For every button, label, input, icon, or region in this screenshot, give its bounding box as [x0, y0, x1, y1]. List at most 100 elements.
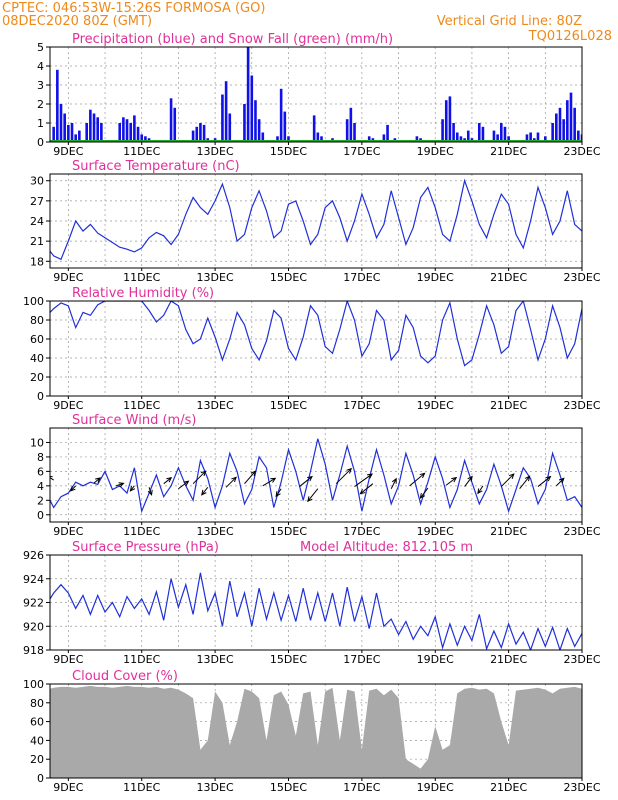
precip-bar	[386, 124, 389, 142]
humidity-title: Relative Humidity (%)	[72, 286, 214, 301]
cloud-title: Cloud Cover (%)	[72, 669, 178, 684]
precip-xtick-label: 17DEC	[343, 145, 380, 158]
wind-arrow-head	[477, 488, 483, 495]
pressure-panel: 918 920 922 924 926 9DEC 11DEC 13DEC 15DEC 17DEC 1…	[23, 540, 601, 666]
humidity-xtick-label: 9DEC	[53, 399, 83, 412]
wind-arrow-head	[391, 477, 397, 484]
precip-bar	[459, 136, 463, 142]
temperature-xtick-label: 21DEC	[490, 271, 527, 284]
wind-arrow	[537, 476, 551, 487]
precip-bar	[133, 115, 136, 142]
wind-xtick-label: 15DEC	[270, 525, 307, 538]
wind-arrow	[500, 473, 515, 487]
temperature-xtick-label: 23DEC	[563, 271, 600, 284]
wind-arrow-head	[275, 491, 281, 498]
precip-bar	[562, 119, 565, 142]
wind-arrow-head	[95, 477, 101, 483]
cloud-ytick-label: 60	[30, 716, 44, 729]
precip-bar	[455, 132, 459, 142]
precip-bar	[573, 107, 576, 142]
precip-bar	[224, 81, 228, 142]
humidity-ytick-label: 20	[30, 371, 44, 384]
precip-xtick-label: 13DEC	[197, 145, 234, 158]
cloud-xtick-label: 21DEC	[490, 781, 527, 794]
wind-arrow-head	[451, 476, 458, 483]
wind-arrow-head	[200, 470, 207, 477]
precip-bar	[92, 113, 96, 142]
precip-ytick-label: 2	[37, 98, 44, 111]
precip-bar	[56, 69, 59, 142]
precip-bar	[122, 117, 125, 142]
precip-bar	[191, 130, 195, 142]
temperature-xtick-label: 9DEC	[53, 271, 83, 284]
precip-bar	[74, 134, 77, 142]
precip-xtick-label: 19DEC	[417, 145, 454, 158]
temperature-line	[50, 178, 582, 261]
wind-arrow	[192, 470, 206, 485]
precip-bar	[169, 98, 173, 142]
cloud-xtick-label: 19DEC	[417, 781, 454, 794]
wind-arrow-head	[524, 475, 531, 482]
precip-bar	[566, 100, 569, 142]
humidity-frame	[49, 300, 583, 397]
precip-bar	[250, 75, 254, 142]
wind-arrow-head	[250, 470, 257, 477]
precip-bar	[173, 107, 177, 142]
humidity-ytick-label: 60	[30, 333, 44, 346]
precip-bar	[349, 107, 353, 142]
wind-ytick-label: 6	[37, 465, 44, 478]
precip-ytick-label: 4	[37, 60, 44, 73]
cloud-xtick-label: 9DEC	[53, 781, 83, 794]
precip-bar	[415, 136, 419, 142]
precip-bar	[499, 123, 503, 142]
precip-bar	[228, 113, 232, 142]
precip-bar	[544, 136, 547, 142]
precip-bar	[503, 126, 507, 142]
cloud-ytick-label: 80	[30, 697, 44, 710]
wind-arrow-head	[419, 472, 426, 479]
precip-xtick-label: 21DEC	[490, 145, 527, 158]
pressure-xtick-label: 21DEC	[490, 653, 527, 666]
cloud-ytick-label: 100	[23, 678, 44, 691]
humidity-xtick-label: 19DEC	[417, 399, 454, 412]
wind-arrow-head	[307, 475, 313, 482]
wind-ytick-label: 10	[30, 436, 44, 449]
wind-arrow	[445, 477, 457, 486]
precip-bar	[496, 134, 499, 142]
precip-bar	[558, 107, 562, 142]
precip-bar	[129, 123, 133, 142]
wind-arrow	[464, 476, 473, 487]
temperature-xtick-label: 13DEC	[197, 271, 234, 284]
temperature-title: Surface Temperature (nC)	[72, 159, 240, 174]
pressure-ytick-label: 924	[23, 573, 44, 586]
wind-arrow	[555, 477, 565, 487]
wind-arrow-head	[147, 489, 153, 496]
wind-arrow-head	[129, 485, 136, 492]
wind-arrow-head	[467, 475, 473, 482]
precip-bar	[63, 113, 66, 142]
precip-bar	[52, 126, 55, 142]
temperature-ytick-label: 30	[30, 175, 44, 188]
cloud-xtick-label: 17DEC	[343, 781, 380, 794]
header-run-time: 08DEC2020 80Z (GMT)	[2, 14, 152, 29]
pressure-title: Surface Pressure (hPa)	[72, 540, 219, 555]
precip-bar	[382, 134, 386, 142]
pressure-ytick-label: 922	[23, 597, 44, 610]
precip-bar	[221, 94, 224, 142]
wind-arrow	[390, 478, 397, 489]
wind-ytick-label: 0	[37, 509, 44, 522]
precip-bar	[481, 126, 485, 142]
precip-bar	[254, 100, 257, 142]
precip-bar	[320, 136, 323, 142]
precip-title: Precipitation (blue) and Snow Fall (gree…	[72, 32, 393, 47]
precip-bar	[202, 124, 206, 142]
temperature-xtick-label: 15DEC	[270, 271, 307, 284]
cloud-xtick-label: 13DEC	[197, 781, 234, 794]
precip-bar	[283, 111, 287, 142]
precip-bar	[452, 123, 455, 142]
precip-bar	[279, 88, 283, 142]
precip-bar	[466, 130, 470, 142]
precip-bar	[118, 123, 122, 142]
precip-bar	[367, 136, 371, 142]
